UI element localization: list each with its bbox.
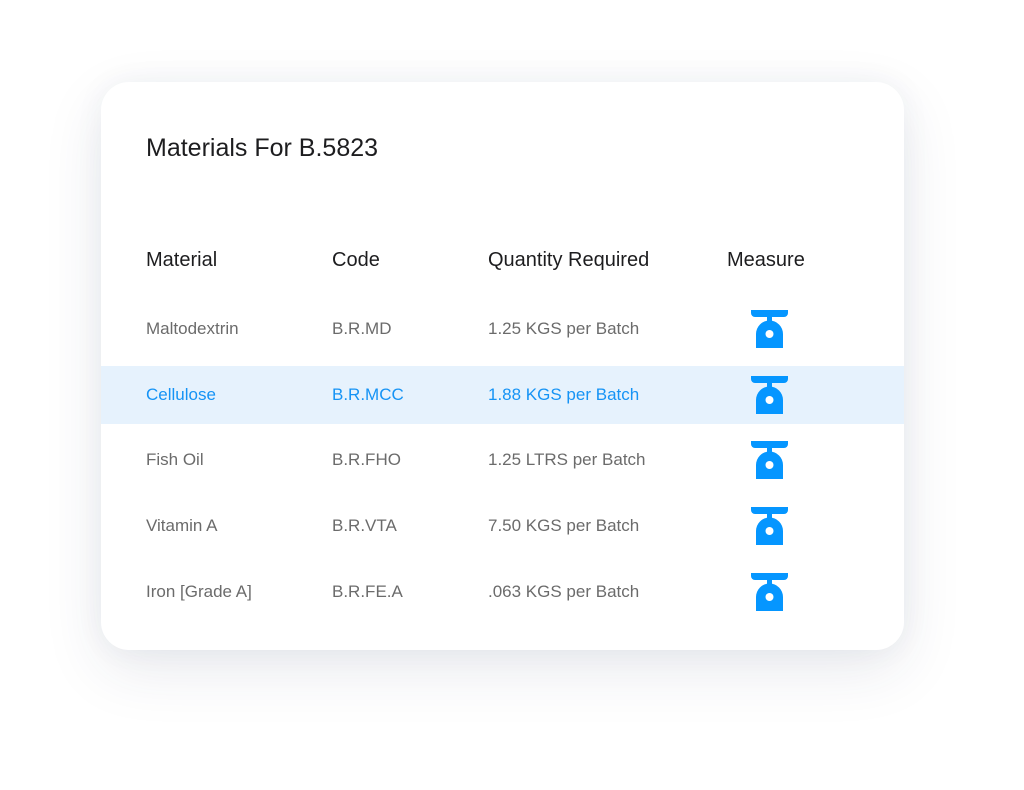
column-header-material: Material bbox=[146, 249, 218, 271]
material-name: Cellulose bbox=[146, 384, 216, 404]
material-name: Maltodextrin bbox=[146, 319, 239, 338]
scale-icon[interactable] bbox=[751, 441, 788, 480]
material-name: Fish Oil bbox=[146, 450, 204, 470]
scale-icon[interactable] bbox=[751, 572, 788, 611]
column-header-measure: Measure bbox=[727, 249, 805, 271]
column-header-quantity: Quantity Required bbox=[488, 249, 650, 271]
material-code: B.R.MD bbox=[332, 319, 392, 338]
quantity-required: 7.50 KGS per Batch bbox=[488, 516, 640, 536]
quantity-required: 1.25 LTRS per Batch bbox=[488, 450, 646, 470]
table-row[interactable]: Fish Oil B.R.FHO 1.25 LTRS per Batch bbox=[101, 431, 904, 489]
quantity-required: .063 KGS per Batch bbox=[488, 581, 640, 601]
scale-icon[interactable] bbox=[751, 310, 788, 348]
material-name: Iron [Grade A] bbox=[146, 581, 252, 601]
table-row[interactable]: Vitamin A B.R.VTA 7.50 KGS per Batch bbox=[101, 497, 904, 555]
quantity-required: 1.88 KGS per Batch bbox=[488, 384, 640, 404]
table-row[interactable]: Cellulose B.R.MCC 1.88 KGS per Batch bbox=[101, 365, 904, 424]
scale-icon[interactable] bbox=[751, 375, 788, 414]
table-row[interactable]: Iron [Grade A] B.R.FE.A .063 KGS per Bat… bbox=[101, 563, 904, 621]
quantity-required: 1.25 KGS per Batch bbox=[488, 319, 640, 338]
material-name: Vitamin A bbox=[146, 516, 218, 536]
column-header-code: Code bbox=[332, 249, 380, 271]
material-code: B.R.FHO bbox=[332, 450, 401, 470]
material-code: B.R.MCC bbox=[332, 384, 404, 404]
materials-card: Materials For B.5823 Material Code Quant… bbox=[101, 82, 904, 650]
material-code: B.R.FE.A bbox=[332, 581, 403, 601]
table-row[interactable]: Maltodextrin B.R.MD 1.25 KGS per Batch bbox=[101, 300, 904, 358]
scale-icon[interactable] bbox=[751, 507, 788, 546]
card-title: Materials For B.5823 bbox=[146, 134, 379, 162]
material-code: B.R.VTA bbox=[332, 516, 397, 536]
